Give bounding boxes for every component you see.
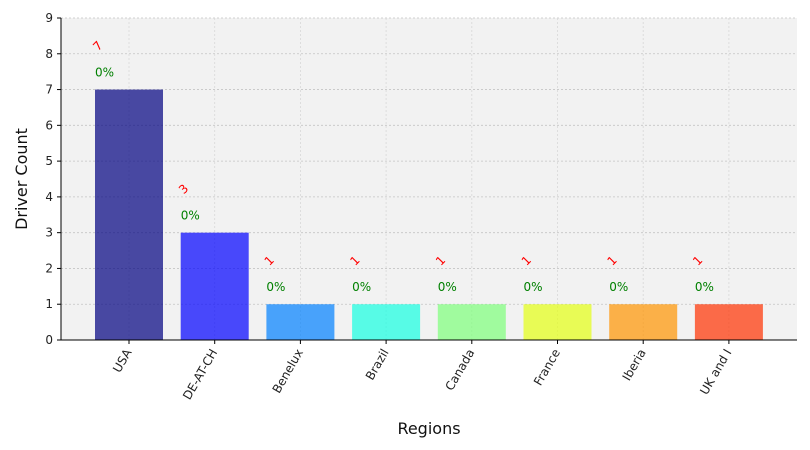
y-tick-label: 4	[45, 190, 53, 204]
percent-label: 0%	[266, 280, 285, 294]
y-ticks: 0 1 2 3 4 5 6 7 8 9	[45, 11, 61, 347]
x-tick-label: Brazil	[363, 347, 392, 383]
bar-france	[523, 304, 592, 340]
y-tick-label: 6	[45, 118, 53, 132]
y-tick-label: 7	[45, 83, 53, 97]
x-tick-label: Benelux	[270, 347, 306, 396]
percent-label: 0%	[438, 280, 457, 294]
x-tick-label: Canada	[442, 347, 477, 394]
percent-label: 0%	[695, 280, 714, 294]
y-tick-label: 9	[45, 11, 53, 25]
plot-background	[61, 18, 797, 340]
bar-benelux	[266, 304, 335, 340]
x-axis-title: Regions	[397, 419, 460, 438]
x-tick-label: USA	[110, 346, 135, 375]
bar-usa	[95, 89, 163, 340]
bars	[95, 89, 763, 340]
y-tick-label: 5	[45, 154, 53, 168]
y-tick-label: 8	[45, 47, 53, 61]
x-ticks: USA DE-AT-CH Benelux Brazil Canada France Iber…	[110, 340, 734, 402]
bar-brazil	[352, 304, 421, 340]
grid-lines	[61, 17, 797, 341]
bar-de-at-ch	[180, 232, 249, 340]
bar-uk-and-i	[694, 304, 763, 340]
percent-label: 0%	[95, 66, 114, 80]
y-tick-label: 0	[45, 333, 53, 347]
percent-label: 0%	[524, 280, 543, 294]
percent-label: 0%	[181, 209, 200, 223]
x-tick-label: Iberia	[620, 347, 649, 384]
x-tick-label: France	[531, 347, 563, 389]
y-tick-label: 2	[45, 261, 53, 275]
x-tick-label: DE-AT-CH	[180, 347, 220, 403]
percent-label: 0%	[609, 280, 628, 294]
y-axis-title: Driver Count	[12, 128, 31, 230]
x-tick-label: UK and I	[697, 347, 734, 398]
bar-canada	[437, 304, 506, 340]
percent-label: 0%	[352, 280, 371, 294]
y-tick-label: 3	[45, 226, 53, 240]
axes	[60, 18, 797, 341]
bar-iberia	[609, 304, 678, 340]
y-tick-label: 1	[45, 297, 53, 311]
